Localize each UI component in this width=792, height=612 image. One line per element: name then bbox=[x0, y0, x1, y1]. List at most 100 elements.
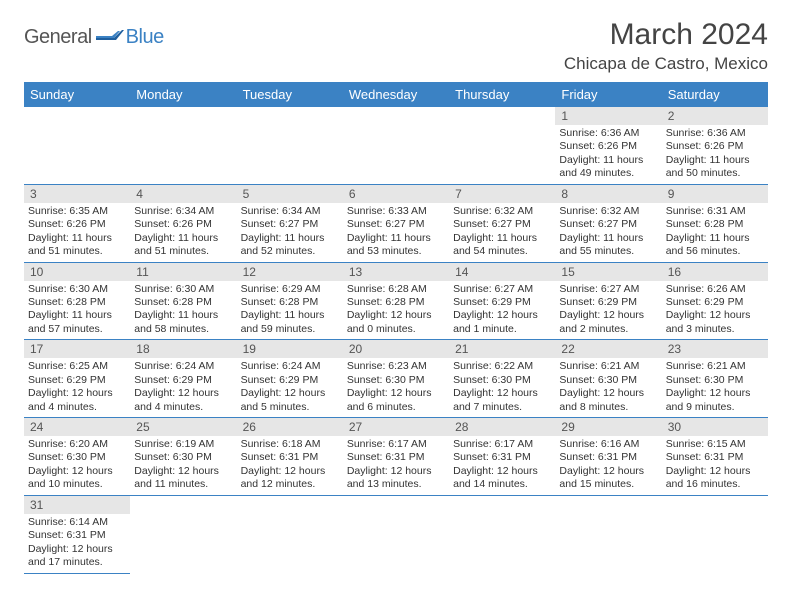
calendar-header-row: SundayMondayTuesdayWednesdayThursdayFrid… bbox=[24, 82, 768, 107]
calendar-cell bbox=[555, 495, 661, 573]
calendar-cell: 28Sunrise: 6:17 AMSunset: 6:31 PMDayligh… bbox=[449, 418, 555, 496]
day-details: Sunrise: 6:22 AMSunset: 6:30 PMDaylight:… bbox=[449, 358, 555, 417]
calendar-cell bbox=[24, 107, 130, 184]
calendar-cell bbox=[343, 107, 449, 184]
logo-text-general: General bbox=[24, 26, 92, 49]
calendar-cell: 23Sunrise: 6:21 AMSunset: 6:30 PMDayligh… bbox=[662, 340, 768, 418]
calendar-cell: 27Sunrise: 6:17 AMSunset: 6:31 PMDayligh… bbox=[343, 418, 449, 496]
calendar-cell: 5Sunrise: 6:34 AMSunset: 6:27 PMDaylight… bbox=[237, 184, 343, 262]
calendar-cell bbox=[237, 495, 343, 573]
day-number: 22 bbox=[555, 340, 661, 358]
day-details: Sunrise: 6:16 AMSunset: 6:31 PMDaylight:… bbox=[555, 436, 661, 495]
day-number: 6 bbox=[343, 185, 449, 203]
day-details: Sunrise: 6:14 AMSunset: 6:31 PMDaylight:… bbox=[24, 514, 130, 573]
calendar-cell: 25Sunrise: 6:19 AMSunset: 6:30 PMDayligh… bbox=[130, 418, 236, 496]
calendar-cell: 8Sunrise: 6:32 AMSunset: 6:27 PMDaylight… bbox=[555, 184, 661, 262]
logo-flag-icon bbox=[96, 26, 124, 49]
day-number: 31 bbox=[24, 496, 130, 514]
weekday-header: Monday bbox=[130, 82, 236, 107]
calendar-cell bbox=[130, 495, 236, 573]
weekday-header: Wednesday bbox=[343, 82, 449, 107]
calendar-cell: 20Sunrise: 6:23 AMSunset: 6:30 PMDayligh… bbox=[343, 340, 449, 418]
day-details: Sunrise: 6:25 AMSunset: 6:29 PMDaylight:… bbox=[24, 358, 130, 417]
day-details: Sunrise: 6:24 AMSunset: 6:29 PMDaylight:… bbox=[130, 358, 236, 417]
location: Chicapa de Castro, Mexico bbox=[564, 54, 768, 74]
calendar-cell: 26Sunrise: 6:18 AMSunset: 6:31 PMDayligh… bbox=[237, 418, 343, 496]
day-details: Sunrise: 6:20 AMSunset: 6:30 PMDaylight:… bbox=[24, 436, 130, 495]
calendar-cell: 22Sunrise: 6:21 AMSunset: 6:30 PMDayligh… bbox=[555, 340, 661, 418]
weekday-header: Saturday bbox=[662, 82, 768, 107]
day-details: Sunrise: 6:30 AMSunset: 6:28 PMDaylight:… bbox=[130, 281, 236, 340]
day-number: 8 bbox=[555, 185, 661, 203]
day-number: 25 bbox=[130, 418, 236, 436]
day-number: 24 bbox=[24, 418, 130, 436]
calendar-cell: 10Sunrise: 6:30 AMSunset: 6:28 PMDayligh… bbox=[24, 262, 130, 340]
calendar-cell: 1Sunrise: 6:36 AMSunset: 6:26 PMDaylight… bbox=[555, 107, 661, 184]
calendar-cell: 12Sunrise: 6:29 AMSunset: 6:28 PMDayligh… bbox=[237, 262, 343, 340]
logo: General Blue bbox=[24, 26, 164, 49]
calendar-body: 1Sunrise: 6:36 AMSunset: 6:26 PMDaylight… bbox=[24, 107, 768, 573]
day-number: 26 bbox=[237, 418, 343, 436]
day-number: 1 bbox=[555, 107, 661, 125]
calendar-cell: 24Sunrise: 6:20 AMSunset: 6:30 PMDayligh… bbox=[24, 418, 130, 496]
day-number: 27 bbox=[343, 418, 449, 436]
day-number: 15 bbox=[555, 263, 661, 281]
day-number: 7 bbox=[449, 185, 555, 203]
day-number: 9 bbox=[662, 185, 768, 203]
calendar-cell: 15Sunrise: 6:27 AMSunset: 6:29 PMDayligh… bbox=[555, 262, 661, 340]
weekday-header: Tuesday bbox=[237, 82, 343, 107]
calendar-cell: 4Sunrise: 6:34 AMSunset: 6:26 PMDaylight… bbox=[130, 184, 236, 262]
weekday-header: Friday bbox=[555, 82, 661, 107]
day-number: 30 bbox=[662, 418, 768, 436]
weekday-header: Thursday bbox=[449, 82, 555, 107]
calendar-cell: 7Sunrise: 6:32 AMSunset: 6:27 PMDaylight… bbox=[449, 184, 555, 262]
day-number: 17 bbox=[24, 340, 130, 358]
day-details: Sunrise: 6:34 AMSunset: 6:27 PMDaylight:… bbox=[237, 203, 343, 262]
day-details: Sunrise: 6:17 AMSunset: 6:31 PMDaylight:… bbox=[343, 436, 449, 495]
header: General Blue March 2024 Chicapa de Castr… bbox=[24, 18, 768, 74]
day-number: 16 bbox=[662, 263, 768, 281]
day-details: Sunrise: 6:28 AMSunset: 6:28 PMDaylight:… bbox=[343, 281, 449, 340]
page-title: March 2024 bbox=[564, 18, 768, 52]
calendar-cell: 14Sunrise: 6:27 AMSunset: 6:29 PMDayligh… bbox=[449, 262, 555, 340]
day-details: Sunrise: 6:21 AMSunset: 6:30 PMDaylight:… bbox=[555, 358, 661, 417]
calendar-cell bbox=[237, 107, 343, 184]
day-details: Sunrise: 6:31 AMSunset: 6:28 PMDaylight:… bbox=[662, 203, 768, 262]
day-number: 18 bbox=[130, 340, 236, 358]
calendar-cell bbox=[130, 107, 236, 184]
day-details: Sunrise: 6:17 AMSunset: 6:31 PMDaylight:… bbox=[449, 436, 555, 495]
day-details: Sunrise: 6:30 AMSunset: 6:28 PMDaylight:… bbox=[24, 281, 130, 340]
day-details: Sunrise: 6:23 AMSunset: 6:30 PMDaylight:… bbox=[343, 358, 449, 417]
day-number: 3 bbox=[24, 185, 130, 203]
calendar-cell: 16Sunrise: 6:26 AMSunset: 6:29 PMDayligh… bbox=[662, 262, 768, 340]
day-number: 14 bbox=[449, 263, 555, 281]
logo-text-blue: Blue bbox=[126, 26, 164, 49]
calendar-cell: 13Sunrise: 6:28 AMSunset: 6:28 PMDayligh… bbox=[343, 262, 449, 340]
day-number: 21 bbox=[449, 340, 555, 358]
day-details: Sunrise: 6:21 AMSunset: 6:30 PMDaylight:… bbox=[662, 358, 768, 417]
weekday-header: Sunday bbox=[24, 82, 130, 107]
day-details: Sunrise: 6:27 AMSunset: 6:29 PMDaylight:… bbox=[449, 281, 555, 340]
calendar-cell bbox=[449, 495, 555, 573]
calendar-cell: 30Sunrise: 6:15 AMSunset: 6:31 PMDayligh… bbox=[662, 418, 768, 496]
day-number: 13 bbox=[343, 263, 449, 281]
calendar-cell: 21Sunrise: 6:22 AMSunset: 6:30 PMDayligh… bbox=[449, 340, 555, 418]
day-number: 11 bbox=[130, 263, 236, 281]
day-details: Sunrise: 6:19 AMSunset: 6:30 PMDaylight:… bbox=[130, 436, 236, 495]
day-number: 12 bbox=[237, 263, 343, 281]
calendar-cell: 3Sunrise: 6:35 AMSunset: 6:26 PMDaylight… bbox=[24, 184, 130, 262]
calendar-cell: 18Sunrise: 6:24 AMSunset: 6:29 PMDayligh… bbox=[130, 340, 236, 418]
day-number: 29 bbox=[555, 418, 661, 436]
day-details: Sunrise: 6:27 AMSunset: 6:29 PMDaylight:… bbox=[555, 281, 661, 340]
day-number: 23 bbox=[662, 340, 768, 358]
calendar-cell: 6Sunrise: 6:33 AMSunset: 6:27 PMDaylight… bbox=[343, 184, 449, 262]
day-number: 5 bbox=[237, 185, 343, 203]
day-details: Sunrise: 6:18 AMSunset: 6:31 PMDaylight:… bbox=[237, 436, 343, 495]
day-details: Sunrise: 6:32 AMSunset: 6:27 PMDaylight:… bbox=[555, 203, 661, 262]
calendar-cell: 29Sunrise: 6:16 AMSunset: 6:31 PMDayligh… bbox=[555, 418, 661, 496]
day-number: 4 bbox=[130, 185, 236, 203]
day-details: Sunrise: 6:34 AMSunset: 6:26 PMDaylight:… bbox=[130, 203, 236, 262]
day-details: Sunrise: 6:33 AMSunset: 6:27 PMDaylight:… bbox=[343, 203, 449, 262]
calendar-cell: 31Sunrise: 6:14 AMSunset: 6:31 PMDayligh… bbox=[24, 495, 130, 573]
calendar-cell: 19Sunrise: 6:24 AMSunset: 6:29 PMDayligh… bbox=[237, 340, 343, 418]
